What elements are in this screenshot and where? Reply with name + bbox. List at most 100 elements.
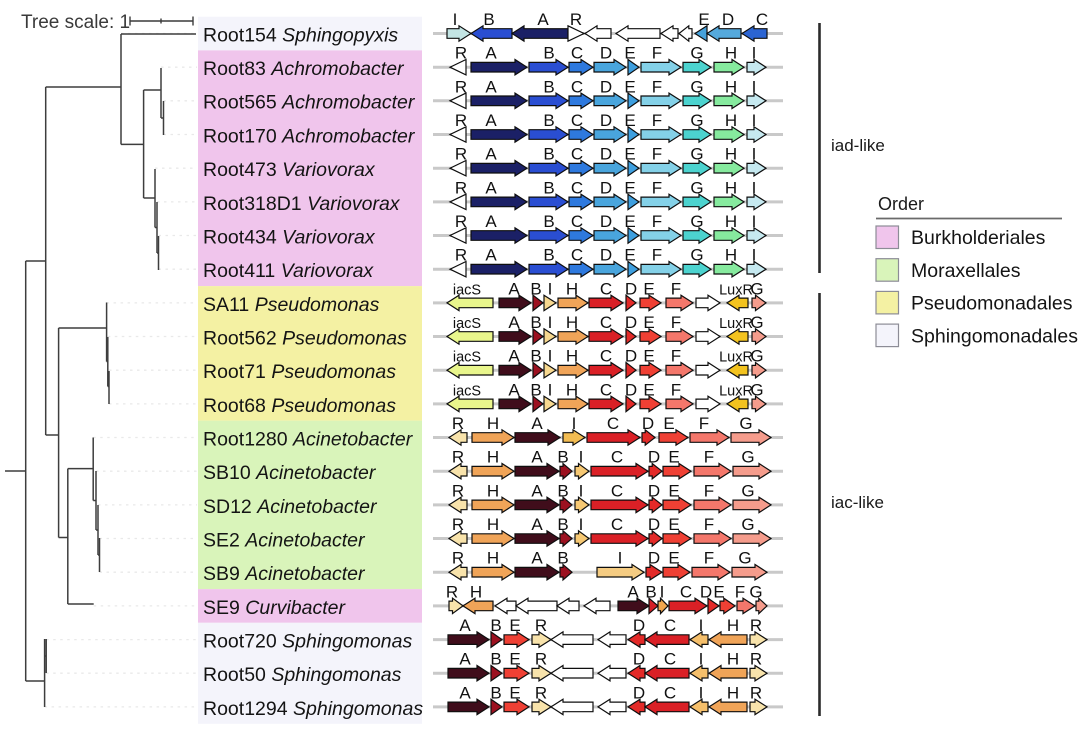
svg-text:Root71 Pseudomonas: Root71 Pseudomonas bbox=[203, 361, 396, 383]
svg-text:F: F bbox=[704, 549, 714, 568]
svg-text:R: R bbox=[750, 683, 762, 702]
svg-text:E: E bbox=[668, 549, 679, 568]
svg-text:D: D bbox=[625, 380, 637, 399]
svg-text:I: I bbox=[752, 178, 757, 197]
svg-text:A: A bbox=[459, 683, 471, 702]
svg-text:A: A bbox=[627, 582, 639, 601]
svg-text:Root170 Achromobacter: Root170 Achromobacter bbox=[203, 125, 416, 147]
svg-text:H: H bbox=[727, 683, 739, 702]
svg-text:C: C bbox=[571, 178, 583, 197]
svg-text:H: H bbox=[487, 549, 499, 568]
svg-text:R: R bbox=[750, 650, 762, 669]
svg-text:Tree scale: 1: Tree scale: 1 bbox=[21, 12, 130, 33]
svg-text:A: A bbox=[485, 77, 497, 96]
svg-text:B: B bbox=[490, 683, 501, 702]
svg-text:D: D bbox=[700, 582, 712, 601]
svg-text:B: B bbox=[543, 178, 554, 197]
svg-text:H: H bbox=[725, 111, 737, 130]
svg-text:D: D bbox=[600, 178, 612, 197]
svg-text:B: B bbox=[645, 582, 656, 601]
svg-text:I: I bbox=[618, 549, 623, 568]
svg-text:D: D bbox=[648, 549, 660, 568]
svg-text:H: H bbox=[487, 515, 499, 534]
svg-text:R: R bbox=[455, 178, 467, 197]
svg-text:I: I bbox=[579, 448, 584, 467]
svg-text:G: G bbox=[749, 582, 762, 601]
svg-text:F: F bbox=[704, 515, 714, 534]
svg-text:C: C bbox=[664, 616, 676, 635]
svg-text:Root1280 Acinetobacter: Root1280 Acinetobacter bbox=[203, 428, 414, 450]
svg-text:SE2 Acinetobacter: SE2 Acinetobacter bbox=[203, 529, 366, 551]
svg-text:E: E bbox=[624, 145, 635, 164]
svg-text:C: C bbox=[571, 77, 583, 96]
svg-text:E: E bbox=[509, 616, 520, 635]
svg-text:R: R bbox=[535, 616, 547, 635]
svg-text:D: D bbox=[600, 145, 612, 164]
svg-text:Root565 Achromobacter: Root565 Achromobacter bbox=[203, 92, 416, 114]
svg-text:iacS: iacS bbox=[453, 383, 481, 399]
svg-text:C: C bbox=[600, 279, 612, 298]
svg-text:H: H bbox=[566, 380, 578, 399]
svg-text:R: R bbox=[750, 616, 762, 635]
svg-text:E: E bbox=[624, 77, 635, 96]
svg-text:LuxR: LuxR bbox=[719, 383, 753, 399]
svg-text:A: A bbox=[485, 44, 497, 63]
svg-text:E: E bbox=[624, 212, 635, 231]
svg-text:D: D bbox=[600, 77, 612, 96]
svg-text:E: E bbox=[509, 650, 520, 669]
svg-text:E: E bbox=[668, 448, 679, 467]
svg-text:C: C bbox=[571, 145, 583, 164]
svg-text:F: F bbox=[671, 279, 681, 298]
svg-text:R: R bbox=[455, 145, 467, 164]
svg-text:G: G bbox=[741, 448, 754, 467]
svg-text:Root411 Variovorax: Root411 Variovorax bbox=[203, 260, 374, 282]
svg-text:C: C bbox=[571, 44, 583, 63]
svg-text:A: A bbox=[508, 347, 520, 366]
svg-text:G: G bbox=[738, 549, 751, 568]
svg-text:B: B bbox=[543, 111, 554, 130]
svg-text:H: H bbox=[725, 145, 737, 164]
svg-text:H: H bbox=[470, 582, 482, 601]
svg-text:D: D bbox=[648, 481, 660, 500]
svg-text:G: G bbox=[690, 246, 703, 265]
svg-text:B: B bbox=[557, 448, 568, 467]
svg-text:G: G bbox=[739, 414, 752, 433]
svg-text:B: B bbox=[543, 246, 554, 265]
svg-text:R: R bbox=[455, 111, 467, 130]
svg-text:B: B bbox=[483, 10, 494, 29]
svg-text:I: I bbox=[548, 279, 553, 298]
svg-text:Burkholderiales: Burkholderiales bbox=[911, 227, 1046, 249]
svg-text:E: E bbox=[624, 44, 635, 63]
svg-text:iac-like: iac-like bbox=[831, 493, 884, 512]
svg-text:D: D bbox=[625, 279, 637, 298]
svg-text:E: E bbox=[624, 178, 635, 197]
svg-text:D: D bbox=[600, 212, 612, 231]
svg-text:Root1294 Sphingomonas: Root1294 Sphingomonas bbox=[203, 698, 423, 720]
svg-text:I: I bbox=[660, 582, 665, 601]
svg-text:F: F bbox=[699, 414, 709, 433]
svg-text:A: A bbox=[531, 414, 543, 433]
svg-text:B: B bbox=[490, 616, 501, 635]
svg-text:G: G bbox=[741, 515, 754, 534]
svg-text:A: A bbox=[508, 313, 520, 332]
svg-text:R: R bbox=[455, 246, 467, 265]
svg-text:C: C bbox=[571, 111, 583, 130]
svg-text:R: R bbox=[455, 77, 467, 96]
svg-text:A: A bbox=[508, 380, 520, 399]
svg-text:D: D bbox=[648, 515, 660, 534]
svg-text:I: I bbox=[548, 380, 553, 399]
svg-text:I: I bbox=[548, 313, 553, 332]
svg-text:I: I bbox=[699, 616, 704, 635]
svg-text:G: G bbox=[690, 44, 703, 63]
svg-text:D: D bbox=[648, 448, 660, 467]
svg-text:A: A bbox=[531, 448, 543, 467]
svg-text:F: F bbox=[652, 212, 662, 231]
svg-text:G: G bbox=[750, 279, 763, 298]
svg-text:A: A bbox=[485, 178, 497, 197]
svg-text:B: B bbox=[530, 313, 541, 332]
svg-text:F: F bbox=[652, 44, 662, 63]
svg-text:B: B bbox=[530, 347, 541, 366]
svg-text:C: C bbox=[756, 10, 768, 29]
svg-text:E: E bbox=[663, 414, 674, 433]
svg-text:I: I bbox=[752, 145, 757, 164]
